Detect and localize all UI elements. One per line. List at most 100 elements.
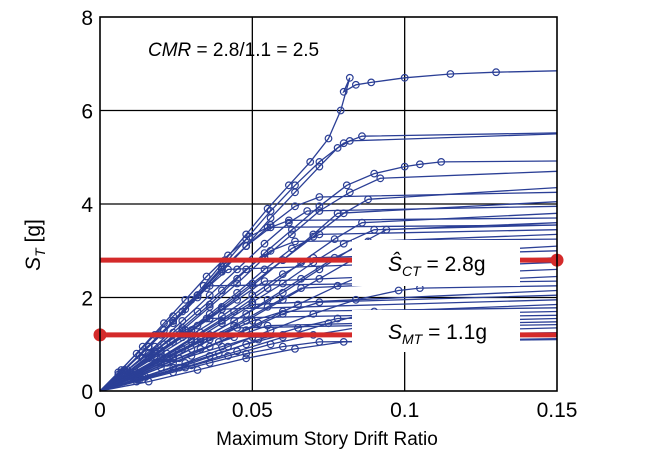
- ida-point: [193, 307, 202, 316]
- ida-point: [242, 340, 251, 349]
- ida-point: [132, 377, 141, 386]
- ida-point: [132, 349, 141, 358]
- ida-point: [400, 162, 409, 171]
- ida-point: [245, 232, 254, 241]
- ida-point: [260, 265, 269, 274]
- reference-label: ŜCT = 2.8g: [388, 252, 486, 279]
- ida-point: [205, 281, 214, 290]
- ida-point: [315, 298, 324, 307]
- ida-point: [278, 307, 287, 316]
- reference-label-box: [352, 310, 520, 352]
- ida-point: [224, 265, 232, 274]
- axes: [99, 16, 558, 392]
- ida-point: [288, 225, 296, 234]
- ida-point: [260, 239, 269, 248]
- ida-point: [306, 157, 315, 166]
- ida-point: [315, 193, 324, 201]
- ida-point: [233, 324, 242, 332]
- ida-curve-line: [99, 205, 558, 392]
- ida-point: [169, 317, 178, 325]
- ida-point: [333, 143, 342, 152]
- y-tick-label: 6: [81, 101, 93, 124]
- ida-point: [336, 106, 345, 115]
- ida-point: [376, 174, 385, 183]
- ida-point: [278, 270, 287, 279]
- ida-curve-line: [99, 212, 558, 392]
- ida-point: [330, 235, 339, 244]
- ida-point: [333, 314, 342, 323]
- cmr-annotation-rest: = 2.8/1.1 = 2.5: [191, 40, 319, 61]
- y-ticks: 0 2 4 6 8: [81, 7, 93, 404]
- ida-point: [342, 181, 351, 190]
- ida-point: [178, 345, 187, 353]
- ida-point: [358, 132, 366, 141]
- ida-point: [266, 246, 275, 255]
- cmr-annotation-italic: CMR: [148, 40, 192, 61]
- ida-point: [303, 207, 312, 215]
- reference-label-main: Ŝ: [388, 252, 402, 276]
- ida-point: [138, 342, 147, 351]
- y-tick-label: 0: [81, 381, 93, 404]
- ida-point: [315, 338, 324, 346]
- y-axis-label: ST [g]: [22, 219, 48, 271]
- x-ticks: 0 0.05 0.1 0.15: [94, 399, 577, 422]
- ida-point: [297, 274, 306, 283]
- ida-point: [224, 352, 232, 360]
- ida-point: [196, 345, 205, 353]
- ida-point: [352, 80, 360, 89]
- ida-point: [242, 242, 251, 251]
- ida-point: [233, 279, 242, 288]
- x-tick-label: 0.15: [537, 399, 578, 422]
- ida-point: [294, 300, 302, 309]
- ida-point: [242, 349, 251, 358]
- reference-label-main: S: [388, 321, 402, 344]
- ida-point: [291, 188, 299, 197]
- ida-point: [315, 162, 324, 171]
- ida-point: [345, 188, 354, 197]
- ida-point: [217, 286, 226, 295]
- reference-callouts: ŜCT = 2.8g SMT = 1.1g: [93, 240, 564, 352]
- ida-point: [394, 286, 403, 295]
- ida-point: [416, 160, 424, 169]
- ida-point: [138, 354, 147, 363]
- ida-point: [339, 87, 348, 96]
- ida-point: [202, 272, 211, 281]
- x-tick-label: 0.05: [232, 399, 273, 422]
- ida-point: [169, 368, 178, 377]
- y-axis-label-unit: [g]: [22, 219, 45, 248]
- reference-label-sub: MT: [402, 331, 424, 347]
- ida-point: [288, 244, 296, 253]
- ida-point: [266, 340, 275, 349]
- ida-point: [217, 319, 226, 328]
- ida-point: [315, 230, 324, 239]
- ida-point: [233, 274, 242, 283]
- reference-label-value: = 1.1g: [422, 321, 487, 344]
- ida-point: [263, 321, 272, 330]
- ida-point: [263, 223, 272, 232]
- reference-label-box: [352, 240, 520, 286]
- ida-point: [187, 295, 196, 304]
- ida-point: [187, 352, 196, 360]
- ida-point: [291, 237, 299, 246]
- x-tick-label: 0.1: [390, 399, 419, 422]
- ida-point: [217, 305, 226, 314]
- ida-point: [169, 363, 178, 372]
- ida-point: [217, 342, 226, 351]
- y-tick-label: 4: [81, 194, 93, 217]
- ida-point: [169, 312, 178, 321]
- ida-point: [285, 216, 293, 225]
- ida-curve-line: [99, 338, 558, 392]
- ida-point: [324, 134, 333, 143]
- ida-point: [193, 291, 202, 300]
- ida-point: [278, 342, 287, 351]
- ida-point: [205, 291, 214, 300]
- y-axis-label-main: S: [22, 257, 45, 271]
- ida-point: [233, 295, 242, 304]
- reference-label: SMT = 1.1g: [388, 321, 487, 347]
- ida-point: [288, 230, 296, 239]
- ida-point: [345, 73, 354, 82]
- ida-point: [242, 354, 251, 363]
- plot-frame: [99, 16, 558, 392]
- y-tick-label: 2: [81, 288, 93, 311]
